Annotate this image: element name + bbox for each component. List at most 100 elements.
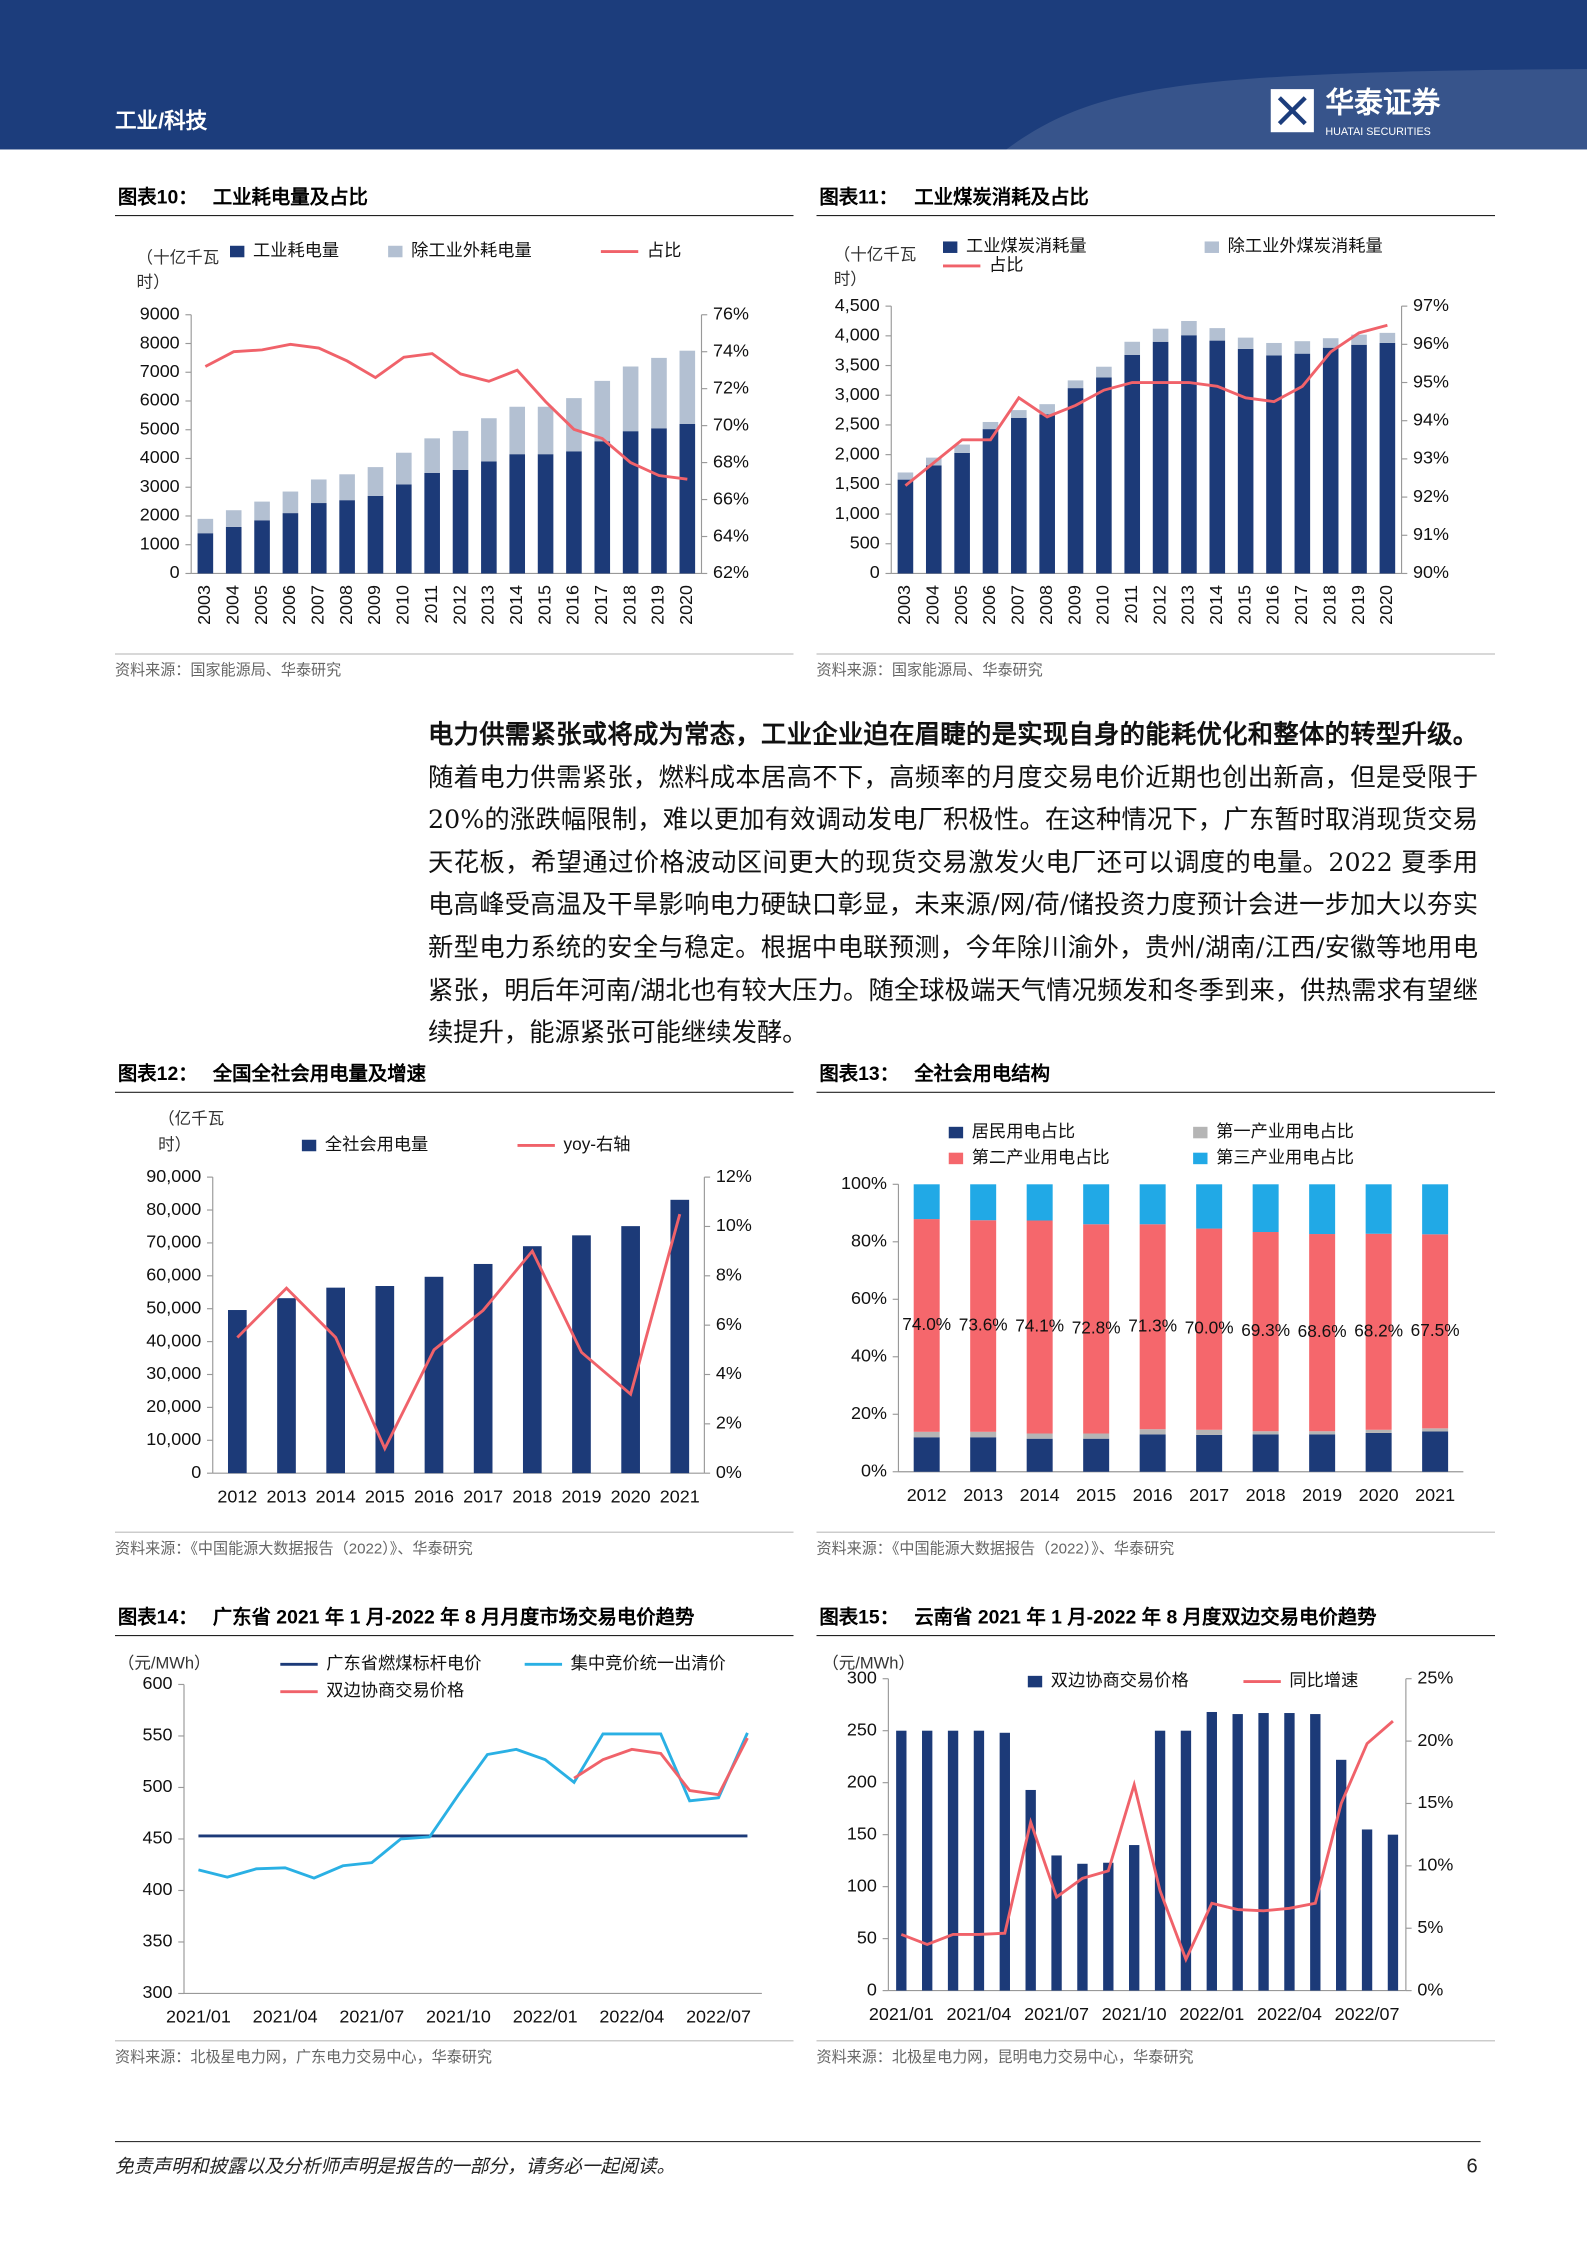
x-tick-label: 2022/01 bbox=[513, 2007, 578, 2027]
y-axis-unit: （十亿千瓦 bbox=[834, 245, 917, 264]
data-label: 73.6% bbox=[959, 1315, 1008, 1335]
y-tick-label: 60% bbox=[851, 1288, 887, 1308]
y-tick-label: 90,000 bbox=[146, 1166, 201, 1186]
y-tick-label: 4,500 bbox=[835, 295, 880, 315]
x-tick-label: 2017 bbox=[1291, 585, 1311, 625]
chart-source: 资料来源：国家能源局、华泰研究 bbox=[115, 662, 341, 679]
bar bbox=[1067, 380, 1084, 389]
x-tick-label: 2020 bbox=[1359, 1485, 1399, 1505]
legend-label: 第二产业用电占比 bbox=[972, 1147, 1110, 1167]
y-tick-label: 450 bbox=[143, 1828, 173, 1848]
x-tick-label: 2019 bbox=[648, 585, 668, 625]
y2-tick-label: 15% bbox=[1417, 1792, 1453, 1812]
y-tick-label: 600 bbox=[143, 1673, 173, 1693]
chart-source: 资料来源：北极星电力网，昆明电力交易中心，华泰研究 bbox=[817, 2048, 1194, 2066]
y-tick-label: 550 bbox=[143, 1725, 173, 1745]
bar bbox=[922, 1730, 933, 1991]
bar bbox=[452, 430, 469, 470]
bar bbox=[1083, 1433, 1110, 1439]
y-tick-label: 0 bbox=[867, 1979, 877, 1999]
bar bbox=[1096, 377, 1112, 574]
bar bbox=[572, 1235, 591, 1474]
bar bbox=[424, 1276, 444, 1474]
x-tick-label: 2022/04 bbox=[1257, 2004, 1322, 2024]
y-tick-label: 50 bbox=[857, 1927, 877, 1947]
bar bbox=[1152, 341, 1169, 574]
data-label: 68.2% bbox=[1354, 1320, 1403, 1340]
bar bbox=[225, 526, 242, 574]
legend-label: 第一产业用电占比 bbox=[1216, 1121, 1354, 1141]
data-label: 70.0% bbox=[1185, 1318, 1234, 1338]
bar bbox=[622, 431, 639, 574]
bar bbox=[651, 357, 667, 429]
y-tick-label: 0 bbox=[870, 562, 880, 582]
legend-label: 居民用电占比 bbox=[972, 1121, 1075, 1141]
bar bbox=[897, 479, 914, 574]
x-tick-label: 2014 bbox=[316, 1486, 356, 1506]
y2-tick-label: 10% bbox=[1417, 1855, 1453, 1875]
legend-label: 除工业外耗电量 bbox=[411, 240, 532, 260]
bar bbox=[1181, 320, 1197, 336]
y-axis-unit: （元/MWh） bbox=[822, 1654, 915, 1673]
line-series bbox=[204, 342, 688, 481]
y-tick-label: 350 bbox=[143, 1931, 173, 1951]
legend-label: 全社会用电量 bbox=[325, 1134, 428, 1154]
bar bbox=[1139, 1429, 1166, 1435]
y-tick-label: 2,000 bbox=[835, 443, 880, 463]
bar bbox=[1252, 1434, 1279, 1472]
y-tick-label: 4000 bbox=[140, 447, 180, 467]
y2-tick-label: 6% bbox=[716, 1314, 742, 1334]
legend-label: 除工业外煤炭消耗量 bbox=[1228, 236, 1383, 256]
x-tick-label: 2014 bbox=[506, 585, 526, 625]
bar bbox=[310, 503, 327, 574]
x-tick-label: 2021/10 bbox=[426, 2007, 491, 2027]
y-axis-unit: 时） bbox=[158, 1135, 191, 1154]
bar bbox=[227, 1310, 247, 1474]
bar bbox=[1266, 342, 1282, 356]
x-tick-label: 2016 bbox=[1133, 1485, 1173, 1505]
x-tick-label: 2021/07 bbox=[1024, 2004, 1089, 2024]
bar bbox=[954, 444, 970, 453]
legend-label: yoy-右轴 bbox=[564, 1134, 631, 1154]
y-tick-label: 3,500 bbox=[835, 354, 880, 374]
bar bbox=[1252, 1184, 1279, 1233]
bar bbox=[537, 454, 554, 574]
legend-swatch bbox=[301, 1139, 317, 1152]
y-tick-label: 250 bbox=[847, 1719, 877, 1739]
y-tick-label: 80,000 bbox=[146, 1199, 201, 1219]
y-tick-label: 0% bbox=[861, 1461, 887, 1481]
bar bbox=[1011, 410, 1027, 418]
bar bbox=[1129, 1845, 1140, 1991]
line-series bbox=[573, 1737, 749, 1797]
x-tick-label: 2013 bbox=[1178, 585, 1198, 625]
bar bbox=[1379, 342, 1396, 574]
y2-tick-label: 93% bbox=[1413, 448, 1449, 468]
y-tick-label: 1000 bbox=[140, 533, 180, 553]
y-tick-label: 0 bbox=[191, 1462, 201, 1482]
bar bbox=[1379, 332, 1396, 343]
bar bbox=[1422, 1234, 1449, 1429]
y-tick-label: 50,000 bbox=[146, 1297, 201, 1317]
y-tick-label: 40,000 bbox=[146, 1330, 201, 1350]
x-tick-label: 2006 bbox=[979, 585, 999, 625]
bar bbox=[481, 418, 497, 462]
bar bbox=[947, 1730, 959, 1991]
bar bbox=[1309, 1434, 1336, 1472]
bar bbox=[566, 398, 582, 452]
legend-swatch bbox=[388, 245, 403, 258]
y-tick-label: 300 bbox=[847, 1667, 877, 1687]
bar bbox=[396, 484, 412, 574]
x-tick-label: 2004 bbox=[923, 585, 943, 625]
x-tick-label: 2022/07 bbox=[1335, 2004, 1400, 2024]
bar bbox=[197, 518, 214, 534]
y2-tick-label: 76% bbox=[713, 304, 749, 324]
chart-title: 云南省 2021 年 1 月-2022 年 8 月度双边交易电价趋势 bbox=[914, 1605, 1377, 1628]
y2-tick-label: 0% bbox=[1417, 1979, 1443, 1999]
x-tick-label: 2011 bbox=[1121, 585, 1141, 624]
bar bbox=[1196, 1228, 1223, 1430]
x-tick-label: 2012 bbox=[907, 1485, 947, 1505]
bar bbox=[424, 472, 440, 574]
bar bbox=[897, 472, 914, 480]
bar bbox=[254, 520, 270, 574]
